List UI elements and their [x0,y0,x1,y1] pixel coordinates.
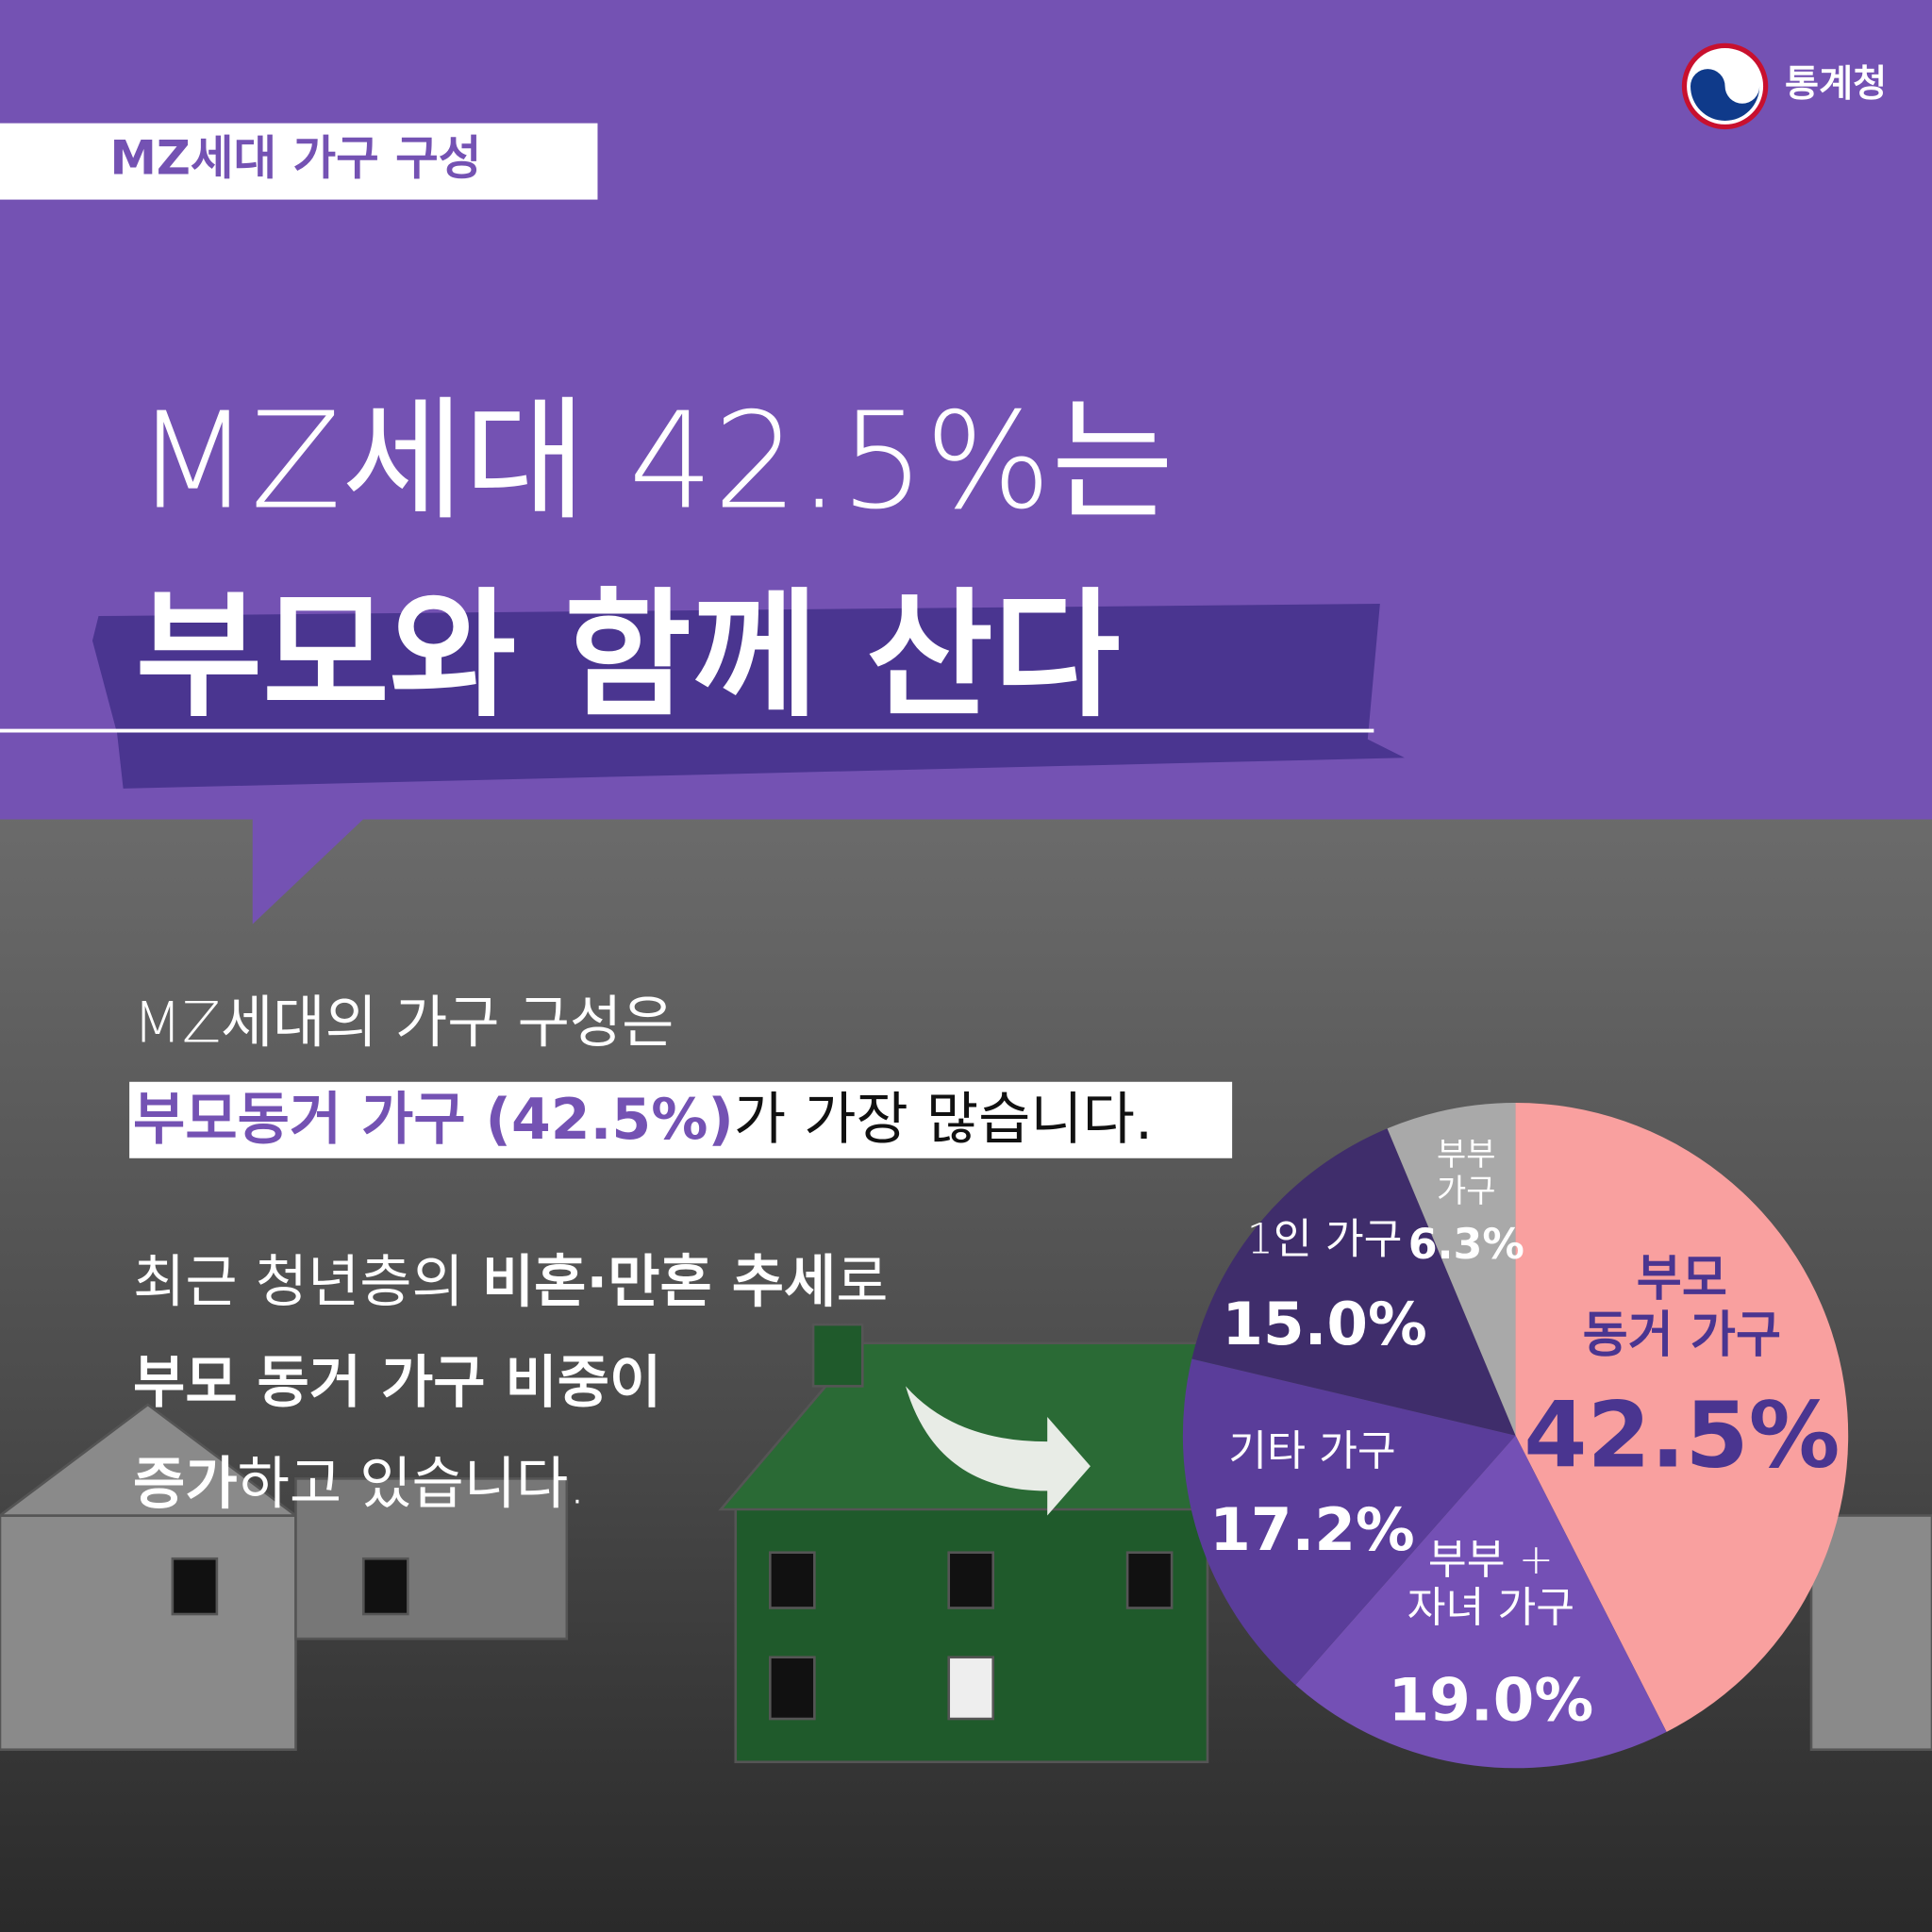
body-highlight-box [129,1081,1233,1158]
pie-slice [1191,1128,1516,1436]
label-line: 기타 가구 [1228,1427,1395,1475]
slice-value: 42.5% [1524,1382,1840,1489]
body-line: 최근 청년층의 비혼·만혼 추세로 [133,1249,888,1315]
headline-1: MZ세대 42.5%는 [136,384,1174,539]
highlight-brush [92,604,1405,789]
houses [0,1323,1932,1764]
slice-value: 6.3% [1408,1221,1524,1269]
tag: MZ세대 가구 구성 [110,131,482,186]
label-line: 동거 가구 [1583,1307,1781,1363]
bubble-tail [252,813,370,924]
logo-swirl [1690,69,1760,121]
slice-value: 15.0% [1222,1290,1426,1358]
slice-value: 19.0% [1389,1665,1593,1734]
text-bold: 비혼·만혼 추세 [482,1249,836,1315]
text: 하고 있습니다. [238,1451,587,1517]
label-line: 부모 [1637,1250,1727,1307]
text-bold: 증가 [133,1451,238,1517]
highlight-strong: 부모동거 가구 (42.5%) [133,1086,734,1152]
body-line: 부모 동거 가구 비중이 [133,1350,661,1416]
pie-slice [1515,1102,1849,1732]
slice-label: 부모 동거 가구 [1583,1250,1781,1363]
text: 로 [836,1249,888,1315]
slice-value: 17.2% [1209,1495,1414,1564]
pie-slice [1295,1435,1667,1769]
arrow [906,1386,1091,1516]
label-line: 1인 가구 [1247,1216,1403,1264]
slice-label: 1인 가구 [1247,1216,1403,1264]
text: 최근 청년층의 [133,1249,482,1315]
label-line: 부부 [1437,1136,1495,1174]
label-line: 가구 [1437,1173,1495,1210]
highlight-rest: 가 가장 많습니다. [734,1086,1153,1152]
pie-slice [1387,1102,1516,1436]
slice-label: 부부 + 자녀 가구 [1407,1536,1574,1632]
label-line: 부부 + [1428,1536,1554,1584]
body-line: 증가하고 있습니다. [133,1451,586,1517]
slice-label: 기타 가구 [1228,1427,1395,1475]
label-line: 자녀 가구 [1407,1584,1574,1632]
pie-slice [1182,1358,1516,1686]
slice-label: 부부 가구 [1437,1136,1495,1210]
body-intro: MZ세대의 가구 구성은 [133,991,674,1057]
body-highlight: 부모동거 가구 (42.5%)가 가장 많습니다. [133,1086,1153,1152]
logo-text: 통계청 [1785,63,1887,106]
headline-2: 부모와 함께 산다 [136,575,1121,736]
tag-box [0,123,598,200]
